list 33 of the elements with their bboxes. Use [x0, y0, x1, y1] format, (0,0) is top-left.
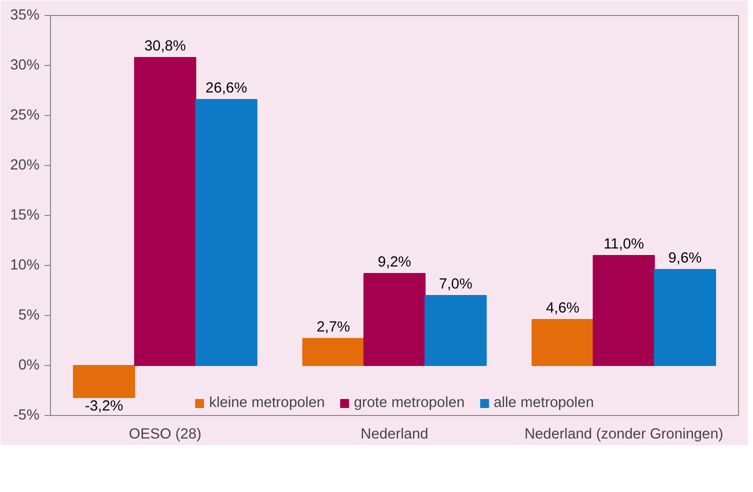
data-label: 30,8% [144, 38, 186, 54]
y-tick-label: 5% [18, 308, 40, 324]
data-label: 4,6% [546, 300, 580, 316]
bar [592, 255, 655, 366]
y-tick-label: 15% [10, 208, 40, 224]
x-tick-label: Nederland [360, 426, 428, 442]
y-tick-label: 20% [10, 158, 40, 174]
data-label: 11,0% [604, 236, 644, 252]
legend-label: grote metropolen [354, 395, 465, 411]
y-tick-label: 10% [10, 258, 40, 274]
y-tick-label: 0% [18, 358, 40, 374]
y-tick-label: 35% [10, 8, 40, 24]
bar [72, 365, 136, 398]
data-label: 2,7% [316, 320, 350, 336]
bar [195, 99, 258, 366]
bar [654, 269, 716, 366]
bar [134, 57, 196, 366]
x-tick-label: OESO (28) [128, 426, 202, 442]
data-label: 7,0% [438, 276, 472, 292]
bar [532, 319, 594, 366]
data-label: 9,6% [668, 250, 702, 266]
data-label: -3,2% [84, 398, 124, 414]
bar [424, 295, 487, 366]
legend-label: kleine metropolen [209, 395, 325, 411]
bar [302, 338, 364, 366]
y-tick-label: -5% [13, 408, 40, 424]
y-tick-label: 25% [10, 108, 40, 124]
legend-label: alle metropolen [494, 395, 594, 411]
data-label: 9,2% [378, 254, 412, 270]
y-tick-label: 30% [10, 58, 40, 74]
bar [363, 273, 426, 366]
x-tick-label: Nederland (zonder Groningen) [524, 426, 724, 442]
data-label: 26,6% [206, 80, 248, 96]
